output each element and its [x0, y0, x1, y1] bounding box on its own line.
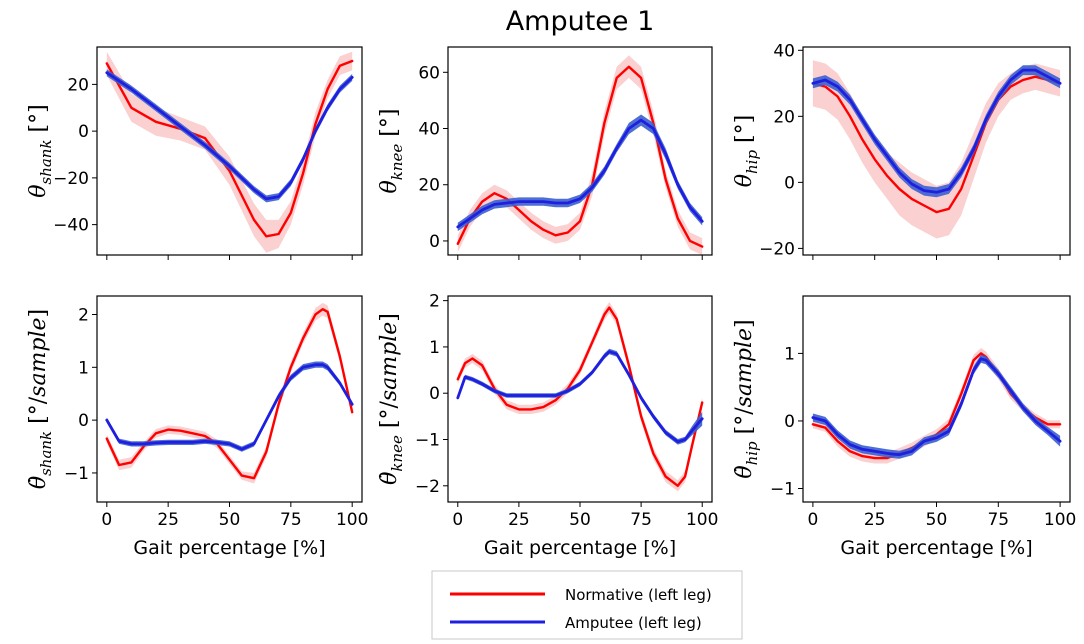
panel-knee_dot: −2 −1 0 1 2 0 25 50 75 100 Gait percentage [%] θ̇kn…	[377, 292, 718, 559]
line-normative-shank_dot	[105, 308, 354, 480]
yaxis-label-shank_dot: θ̇shank [°/sample]	[26, 309, 55, 489]
axes-frame-shank	[96, 46, 363, 256]
yaxis-label-knee_dot: θ̇knee [°/sample]	[377, 313, 406, 485]
ytick-label: −1	[415, 431, 440, 451]
xtick-label: 50	[219, 510, 241, 530]
plot-area-shank_dot	[105, 302, 354, 484]
ytick-label: −20	[759, 239, 795, 259]
legend-label-amputee: Amputee (left leg)	[565, 614, 702, 632]
xaxis-label-shank_dot: Gait percentage [%]	[133, 537, 325, 559]
panel-shank_dot: −1 0 1 2 0 25 50 75 100 Gait percentage [%] θ̇shan…	[26, 295, 368, 559]
xtick-label: 75	[987, 510, 1009, 530]
plot-area-shank	[105, 51, 354, 253]
ytick-label: 1	[78, 358, 89, 378]
xtick-label: 25	[864, 510, 886, 530]
ytick-label: 2	[78, 305, 89, 325]
line-amputee-shank_dot	[105, 363, 354, 451]
band-normative-shank	[106, 51, 353, 253]
ytick-label: 0	[784, 412, 795, 432]
ytick-label: 60	[418, 63, 440, 83]
legend-label-normative: Normative (left leg)	[565, 586, 712, 604]
ytick-label: 1	[784, 344, 795, 364]
panel-knee: 0 20 40 60 θknee [°]	[377, 46, 713, 260]
xtick-label: 25	[157, 510, 179, 530]
line-amputee-hip	[811, 68, 1062, 194]
plot-area-hip_dot	[811, 348, 1062, 464]
ytick-label: 0	[784, 173, 795, 193]
xtick-label: 0	[452, 510, 463, 530]
xaxis-label-knee_dot: Gait percentage [%]	[484, 537, 676, 559]
axes-frame-knee_dot	[447, 295, 713, 503]
line-amputee-knee_dot	[456, 350, 704, 444]
xtick-label: 100	[686, 510, 718, 530]
xaxis-label-hip_dot: Gait percentage [%]	[840, 537, 1032, 559]
ytick-label: −1	[770, 479, 795, 499]
xtick-label: 50	[926, 510, 948, 530]
yaxis-label-hip_dot: θ̇hip [°/sample]	[732, 319, 761, 478]
band-normative-hip	[812, 60, 1061, 239]
plot-area-knee	[456, 55, 704, 255]
axes-frame-shank_dot	[96, 295, 363, 503]
line-normative-hip	[811, 75, 1062, 214]
xtick-label: 50	[569, 510, 591, 530]
legend: Normative (left leg) Amputee (left leg)	[431, 570, 743, 640]
line-normative-knee_dot	[456, 306, 704, 487]
ytick-label: 2	[429, 292, 440, 312]
yaxis-label-shank: θshank [°]	[26, 104, 55, 197]
plot-area-hip	[811, 60, 1062, 239]
line-amputee-shank	[105, 71, 354, 201]
ytick-label: 40	[418, 120, 440, 140]
xtick-label: 75	[280, 510, 302, 530]
yaxis-label-knee: θknee [°]	[377, 109, 406, 194]
ytick-label: 0	[78, 122, 89, 142]
band-normative-shank_dot	[106, 302, 353, 484]
ytick-label: −2	[415, 477, 440, 497]
ytick-label: 20	[773, 107, 795, 127]
ytick-label: −40	[53, 216, 89, 236]
ytick-label: 20	[67, 75, 89, 95]
line-normative-shank	[105, 59, 354, 238]
line-amputee-hip_dot	[811, 357, 1062, 457]
figure-title: Amputee 1	[506, 6, 655, 37]
panel-shank: −40 −20 0 20 θshank [°]	[26, 46, 363, 260]
ytick-label: 0	[78, 411, 89, 431]
ytick-label: 0	[429, 384, 440, 404]
line-amputee-knee	[456, 118, 704, 229]
xtick-label: 25	[508, 510, 530, 530]
yaxis-label-hip: θhip [°]	[732, 115, 761, 187]
xtick-label: 75	[630, 510, 652, 530]
band-normative-knee_dot	[457, 302, 703, 492]
panel-hip_dot: −1 0 1 0 25 50 75 100 Gait percentage [%] θ̇hip […	[732, 295, 1076, 559]
xtick-label: 100	[336, 510, 368, 530]
panel-hip: −20 0 20 40 θhip [°]	[732, 41, 1071, 260]
band-amputee-shank_dot	[106, 361, 353, 452]
ytick-label: 40	[773, 41, 795, 61]
ytick-label: 0	[429, 232, 440, 252]
plot-area-knee_dot	[456, 302, 704, 492]
xtick-label: 100	[1044, 510, 1076, 530]
xtick-label: 0	[807, 510, 818, 530]
ytick-label: 20	[418, 176, 440, 196]
ytick-label: −20	[53, 169, 89, 189]
ytick-label: 1	[429, 338, 440, 358]
legend-box	[431, 570, 743, 640]
axes-frame-hip_dot	[802, 295, 1071, 503]
xtick-label: 0	[101, 510, 112, 530]
ytick-label: −1	[64, 464, 89, 484]
line-normative-knee	[456, 65, 704, 248]
